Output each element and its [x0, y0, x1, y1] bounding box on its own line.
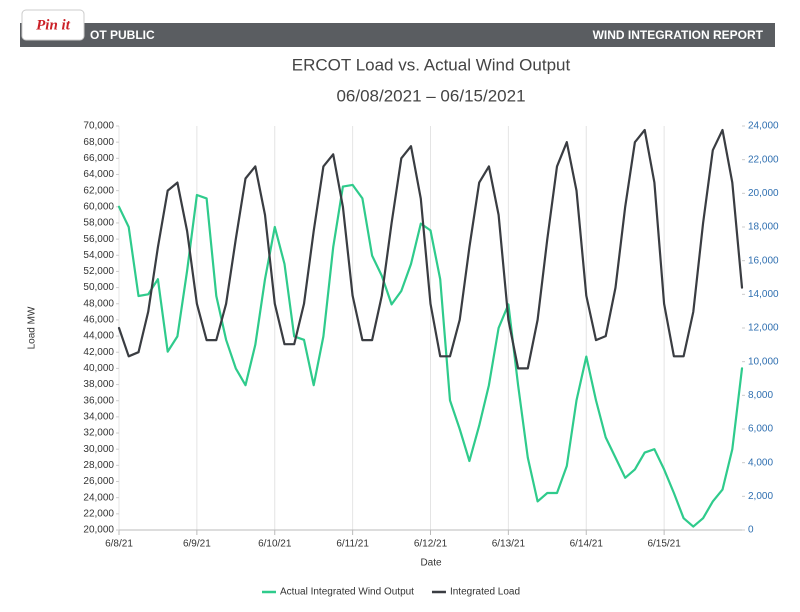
y2-tick-label: 4,000 [748, 457, 773, 468]
y-tick-label: 44,000 [83, 331, 114, 342]
x-tick-label: 6/8/21 [105, 539, 133, 550]
y2-tick-label: 14,000 [748, 289, 779, 300]
y-tick-label: 22,000 [83, 508, 114, 519]
y-tick-label: 52,000 [83, 266, 114, 277]
y-axis-title: Load MW [27, 306, 38, 349]
y-tick-label: 66,000 [83, 153, 114, 164]
y-tick-label: 32,000 [83, 428, 114, 439]
x-tick-label: 6/12/21 [414, 539, 448, 550]
legend: Actual Integrated Wind Output Integrated … [262, 587, 520, 598]
pin-label[interactable]: Pin it [36, 17, 71, 33]
y-tick-label: 64,000 [83, 169, 114, 180]
y-tick-label: 70,000 [83, 121, 114, 132]
legend-label: Actual Integrated Wind Output [280, 587, 414, 598]
y-tick-label: 60,000 [83, 201, 114, 212]
y-tick-label: 50,000 [83, 282, 114, 293]
y-tick-label: 26,000 [83, 476, 114, 487]
y2-tick-label: 2,000 [748, 491, 773, 502]
y2-tick-label: 22,000 [748, 154, 779, 165]
y2-tick-label: 20,000 [748, 188, 779, 199]
x-axis-title: Date [420, 558, 442, 569]
x-tick-label: 6/11/21 [336, 539, 369, 550]
x-tick-label: 6/9/21 [183, 539, 211, 550]
y-tick-label: 38,000 [83, 379, 114, 390]
chart-title: ERCOT Load vs. Actual Wind Output [292, 55, 571, 74]
y-tick-label: 62,000 [83, 185, 114, 196]
y-tick-label: 58,000 [83, 218, 114, 229]
y2-tick-label: 10,000 [748, 356, 779, 367]
y2-tick-label: 0 [748, 525, 754, 536]
y-tick-label: 54,000 [83, 250, 114, 261]
x-tick-label: 6/15/21 [647, 539, 681, 550]
x-tick-label: 6/14/21 [570, 539, 604, 550]
header-bar [20, 23, 775, 47]
y-tick-label: 36,000 [83, 395, 114, 406]
header-left: OT PUBLIC [90, 28, 155, 42]
x-tick-label: 6/10/21 [258, 539, 292, 550]
y-tick-label: 68,000 [83, 137, 114, 148]
y2-tick-label: 18,000 [748, 222, 779, 233]
y-tick-label: 30,000 [83, 444, 114, 455]
y-tick-label: 34,000 [83, 412, 114, 423]
y-tick-label: 40,000 [83, 363, 114, 374]
header-right: WIND INTEGRATION REPORT [593, 28, 764, 42]
y-tick-label: 48,000 [83, 298, 114, 309]
y2-tick-label: 8,000 [748, 390, 773, 401]
y2-tick-label: 24,000 [748, 121, 779, 132]
y-tick-label: 20,000 [83, 525, 114, 536]
y-tick-label: 42,000 [83, 347, 114, 358]
x-tick-label: 6/13/21 [492, 539, 526, 550]
chart-subtitle: 06/08/2021 – 06/15/2021 [336, 86, 525, 105]
pin-button[interactable]: Pin it [21, 9, 85, 41]
y-tick-label: 46,000 [83, 315, 114, 326]
series-line [117, 183, 744, 528]
y2-tick-label: 12,000 [748, 323, 779, 334]
series-line [117, 128, 744, 370]
y2-tick-label: 16,000 [748, 255, 779, 266]
y-tick-label: 28,000 [83, 460, 114, 471]
y-tick-label: 56,000 [83, 234, 114, 245]
y2-tick-label: 6,000 [748, 424, 773, 435]
legend-label: Integrated Load [450, 587, 520, 598]
y-tick-label: 24,000 [83, 492, 114, 503]
